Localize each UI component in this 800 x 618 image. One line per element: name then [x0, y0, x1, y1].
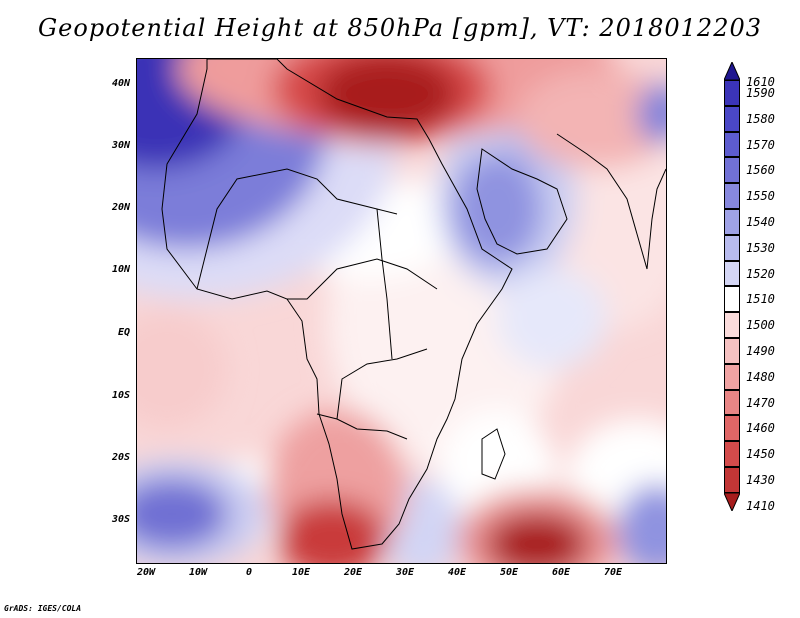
colorbar-swatch [724, 415, 740, 442]
colorbar-swatch [724, 441, 740, 467]
colorbar-swatch [724, 234, 740, 261]
colorbar-swatch [724, 363, 740, 390]
colorbar-label: 1610 [746, 75, 775, 89]
colorbar-label: 1480 [746, 369, 775, 384]
colorbar-label: 1460 [746, 421, 775, 436]
lon-label: 10W [188, 567, 208, 578]
colorbar-swatch [724, 338, 740, 364]
colorbar-label: 1560 [746, 163, 775, 178]
colorbar-label: 1570 [746, 137, 775, 152]
colorbar-label: 1410 [746, 498, 775, 513]
credit-text: GrADS: IGES/COLA [4, 604, 82, 613]
colorbar-label: 1500 [746, 318, 775, 333]
colorbar-swatch [724, 209, 740, 235]
colorbar-label: 1510 [746, 292, 775, 307]
colorbar-swatch [724, 286, 740, 313]
page-title: Geopotential Height at 850hPa [gpm], VT:… [38, 14, 762, 42]
colorbar-swatch [724, 389, 740, 416]
colorbar-label: 1590 [746, 85, 775, 100]
colorbar-top-arrow [724, 62, 740, 80]
lat-label: 20N [111, 202, 130, 213]
map-panel [136, 58, 667, 564]
colorbar-swatch [724, 183, 740, 209]
colorbar-swatch [724, 157, 740, 184]
lat-label: 20S [111, 452, 130, 463]
colorbar-swatch [724, 260, 740, 287]
colorbar-swatch [724, 105, 740, 132]
colorbar-label: 1470 [746, 395, 775, 410]
colorbar-swatch [724, 131, 740, 158]
lat-label: 30N [111, 140, 130, 151]
lon-label: 0 [245, 567, 253, 578]
colorbar-label: 1550 [746, 189, 775, 204]
colorbar-label: 1580 [746, 111, 775, 126]
colorbar-label: 1450 [746, 447, 775, 462]
colorbar-label: 1540 [746, 214, 775, 229]
lon-label: 10E [291, 567, 311, 578]
lon-label: 60E [551, 567, 571, 578]
geopotential-map [137, 59, 666, 563]
colorbar-label: 1430 [746, 472, 775, 487]
colorbar-label: 1490 [746, 343, 775, 358]
lat-label: EQ [117, 327, 130, 338]
lat-label: 40N [111, 78, 130, 89]
lon-label: 50E [499, 567, 519, 578]
lon-label: 20W [136, 567, 156, 578]
lat-label: 10S [111, 390, 130, 401]
lon-label: 30E [395, 567, 415, 578]
lat-label: 30S [111, 514, 130, 525]
coastlines [161, 59, 666, 550]
colorbar-label: 1530 [746, 240, 775, 255]
lon-label: 40E [447, 567, 467, 578]
colorbar-swatch [724, 312, 740, 338]
lat-label: 10N [111, 264, 130, 275]
lon-label: 20E [343, 567, 363, 578]
colorbar-swatch [724, 80, 740, 106]
colorbar-swatch [724, 467, 740, 493]
colorbar-label: 1520 [746, 266, 775, 281]
lon-label: 70E [603, 567, 623, 578]
colorbar-bottom-arrow [724, 492, 740, 511]
